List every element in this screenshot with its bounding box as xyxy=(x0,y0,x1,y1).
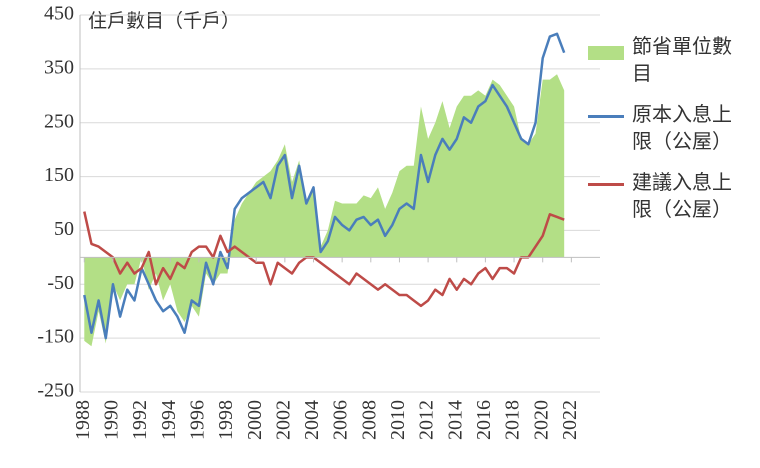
x-tick-label: 1998 xyxy=(215,400,237,440)
x-tick-label: 1996 xyxy=(186,400,208,440)
x-tick-label: 2014 xyxy=(444,400,466,440)
x-tick-label: 1988 xyxy=(72,400,94,440)
x-tick-label: 2000 xyxy=(244,400,266,440)
chart-title: 住戶數目（千戶） xyxy=(88,10,240,32)
line xyxy=(83,32,566,340)
x-tick-label: 1992 xyxy=(129,400,151,440)
legend-swatch xyxy=(588,115,624,118)
plot xyxy=(84,74,565,347)
x-tick-label: 2002 xyxy=(272,400,294,440)
area xyxy=(84,74,565,347)
y-tick-label: 450 xyxy=(44,3,74,25)
legend: 節省單位數目 原本入息上限（公屋） 建議入息上限（公屋） xyxy=(588,34,758,238)
legend-item: 節省單位數目 xyxy=(588,34,758,88)
y-tick-label: 150 xyxy=(44,164,74,186)
legend-swatch xyxy=(588,46,624,60)
legend-swatch xyxy=(588,183,624,186)
y-tick-label: -250 xyxy=(37,380,74,402)
x-tick-label: 1994 xyxy=(158,400,180,440)
x-tick-label: 2022 xyxy=(559,400,581,440)
x-tick-label: 2012 xyxy=(416,400,438,440)
x-tick-label: 2008 xyxy=(358,400,380,440)
legend-item: 建議入息上限（公屋） xyxy=(588,170,758,224)
y-tick-label: 350 xyxy=(44,56,74,78)
legend-item: 原本入息上限（公屋） xyxy=(588,102,758,156)
x-tick-label: 2010 xyxy=(387,400,409,440)
x-tick-label: 2006 xyxy=(330,400,352,440)
legend-label: 原本入息上限（公屋） xyxy=(632,104,732,153)
x-tick-label: 2004 xyxy=(301,400,323,440)
y-tick-label: 250 xyxy=(44,110,74,132)
x-tick-label: 2020 xyxy=(530,400,552,440)
x-tick-label: 1990 xyxy=(101,400,123,440)
legend-label: 建議入息上限（公屋） xyxy=(632,172,732,221)
legend-label: 節省單位數目 xyxy=(632,36,732,85)
y-tick-label: 50 xyxy=(54,218,74,240)
x-tick-label: 2018 xyxy=(502,400,524,440)
y-tick-label: -150 xyxy=(37,326,74,348)
y-tick-label: -50 xyxy=(47,272,74,294)
x-tick-label: 2016 xyxy=(473,400,495,440)
line xyxy=(83,211,565,308)
